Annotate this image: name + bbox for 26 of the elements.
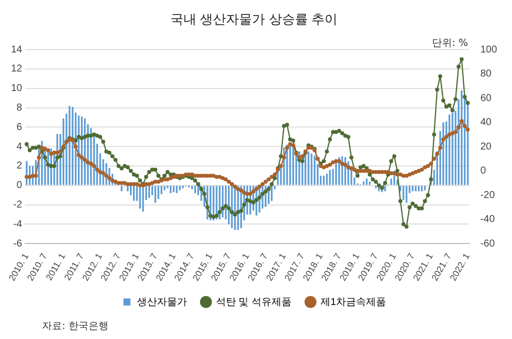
y-tick-label: -4 [13,218,23,230]
y-tick-label: 8 [16,102,23,114]
y2-tick-label: 20 [480,141,492,152]
chart-title: 국내 생산자물가 상승률 추이 [170,11,338,26]
y2-tick-label: -20 [480,190,496,201]
text: 단위: % [432,37,468,50]
y2-tick-label: 0 [480,166,486,177]
y2-tick-label: 100 [480,44,498,56]
y2-tick-label: 80 [480,68,492,80]
legend-label: 생산자물가 [136,296,187,308]
y2-tick-label: 60 [480,92,492,104]
y-tick-label: 0 [16,180,23,192]
y-tick-label: 4 [16,141,23,152]
y2-tick-label: -60 [480,238,496,250]
y2-tick-label: -40 [480,214,496,226]
y-tick-label: 6 [16,122,23,133]
legend-label: 제1차금속제품 [320,296,386,308]
y-tick-label: 12 [11,64,23,75]
y-tick-label: 10 [11,83,23,94]
y2-tick-label: 40 [480,117,492,128]
y-tick-label: 2 [16,160,23,172]
text: 자료: 한국은행 [42,320,109,333]
y-tick-label: -2 [13,200,23,211]
y-tick-label: 14 [11,44,23,56]
legend-label: 석탄 및 석유제품 [216,296,292,308]
y-tick-label: -6 [13,238,23,250]
